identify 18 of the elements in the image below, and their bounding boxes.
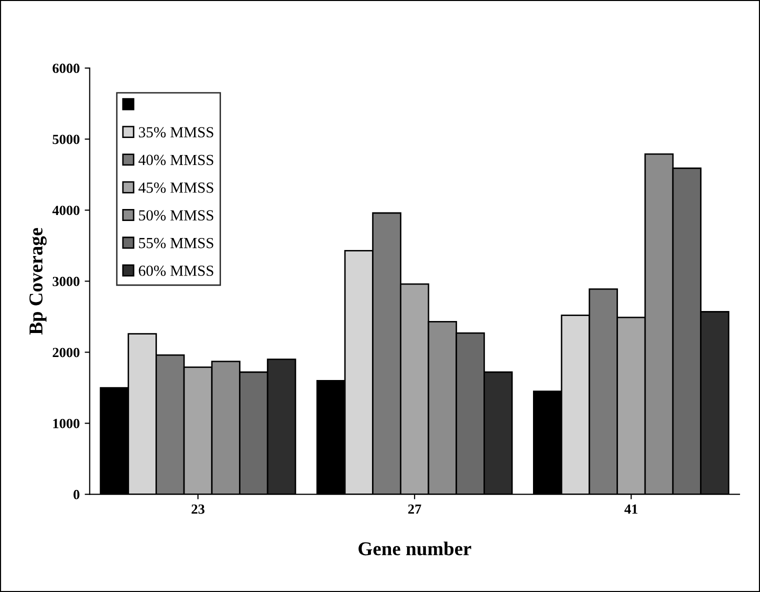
y-axis-title: Bp Coverage xyxy=(29,228,47,335)
x-tick-label: 23 xyxy=(192,504,204,514)
y-tick-label: 3000 xyxy=(52,276,80,286)
legend-label: 55% MMSS xyxy=(139,238,214,248)
y-tick-label: 2000 xyxy=(52,348,80,358)
x-tick-label: 27 xyxy=(408,504,422,514)
legend-label: 50% MMSS xyxy=(139,210,214,221)
y-tick-label: 1000 xyxy=(53,418,80,428)
legend-label: 60% MMSS xyxy=(138,266,214,276)
x-tick-label: 41 xyxy=(624,504,638,514)
legend-label: 45% MMSS xyxy=(138,182,214,193)
legend-label: 40% MMSS xyxy=(138,154,214,166)
y-tick-label: 6000 xyxy=(52,64,80,74)
legend-label: 35% MMSS xyxy=(138,127,214,138)
x-axis-title: Gene number xyxy=(358,542,472,556)
y-tick-label: 4000 xyxy=(52,206,80,216)
y-tick-label: 5000 xyxy=(52,134,80,144)
y-tick-label: 0 xyxy=(74,490,80,500)
